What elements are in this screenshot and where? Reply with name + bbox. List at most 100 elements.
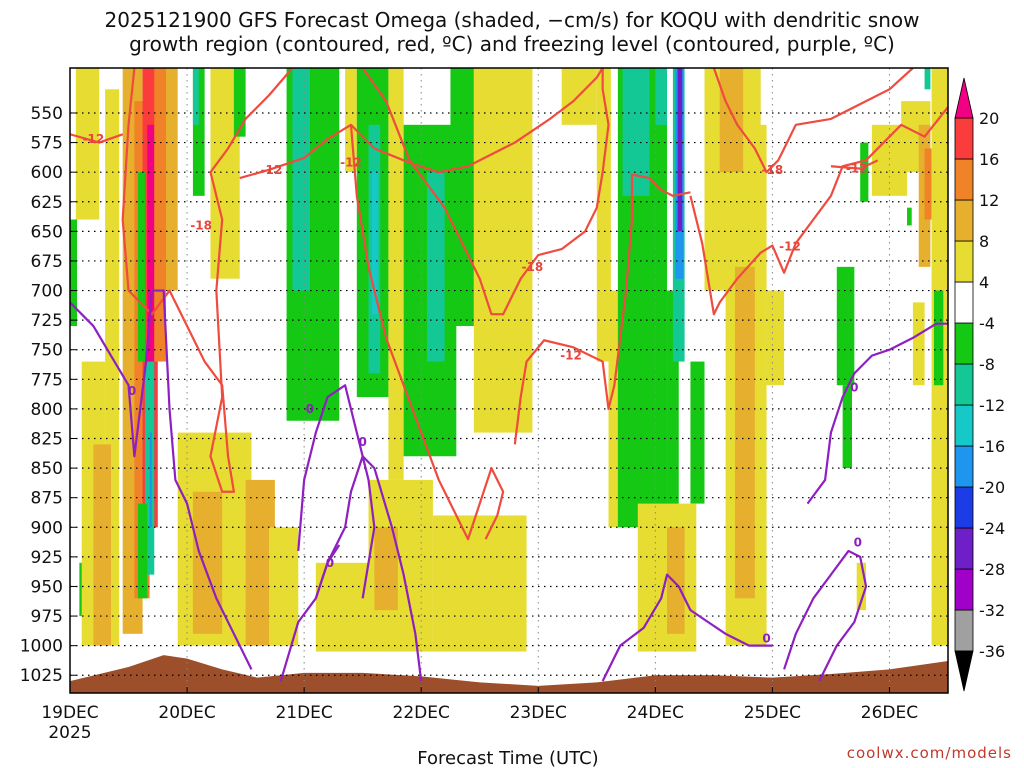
purple-contour-label-0: 0 [128,384,136,398]
purple-contour-0 [70,289,253,670]
omega-cell-44 [655,68,668,125]
omega-cell-10 [75,68,100,220]
purple-contour-4 [601,573,773,682]
omega-cell-19 [269,527,299,646]
omega-cell-57 [766,290,785,386]
terrain [70,655,948,693]
omega-cell-12 [70,219,78,327]
y-tick-label-550: 550 [31,104,63,124]
purple-contour-label-2: 0 [358,435,366,449]
red-contour-8 [830,159,879,170]
colorbar-arrow-high [954,77,974,119]
omega-cell-9 [137,503,148,599]
colorbar-label-2: -28 [979,560,1005,579]
omega-cell-68 [933,290,944,386]
omega-cell-48 [677,68,683,232]
colorbar-label-9: 4 [979,273,989,292]
omega-cell-70 [907,207,912,226]
colorbar-swatch-6 [954,363,974,406]
omega-cell-67 [912,302,925,386]
y-tick-label-950: 950 [31,577,63,597]
red-contour-label-8: -12 [846,162,868,176]
omega-cell-6 [137,172,145,362]
omega-cell-17 [192,491,223,634]
credit-text: coolwx.com/models [847,744,1012,762]
red-contour-3 [361,68,610,316]
colorbar-swatch-12 [954,117,974,160]
colorbar-label-13: 20 [979,109,999,128]
y-tick-label-925: 925 [31,548,63,568]
colorbar: -36 -32 -28 -24 -20 -16 -12 -8 -4 4 8 12 16 20 [954,77,1005,692]
omega-cell-15 [93,444,111,646]
omega-cell-33 [450,68,474,327]
colorbar-swatch-0 [954,609,974,652]
y-tick-label-650: 650 [31,222,63,242]
freezing-level-contours: 0 0 0 0 0 0 0 [70,289,948,682]
purple-contour-5 [783,549,868,682]
purple-contour-label-6: 0 [854,536,862,550]
y-tick-label-1000: 1000 [20,637,63,657]
omega-cell-8 [149,432,152,528]
omega-cell-36 [315,562,369,652]
omega-cell-49 [690,361,705,504]
omega-cell-59 [842,385,853,469]
omega-shading [70,68,948,652]
y-tick-label-825: 825 [31,430,63,450]
colorbar-arrow-low [954,650,974,692]
y-tick-label-675: 675 [31,252,63,272]
omega-cell-25 [292,68,310,291]
omega-cell-4 [154,68,166,362]
red-contour-label-5: -12 [340,156,362,170]
x-tick-label-21DEC: 21DEC [275,703,332,723]
colorbar-label-8: -4 [979,314,995,333]
y-tick-label-775: 775 [31,370,63,390]
colorbar-label-7: -8 [979,355,995,374]
plot-area: -18 -12 -12 -18 -12 -12 -18 -12 -12 0 0 0 0 0 0 0 [70,68,948,693]
colorbar-swatch-2 [954,527,974,570]
omega-cell-23 [233,68,246,137]
colorbar-label-10: 8 [979,232,989,251]
colorbar-label-1: -32 [979,601,1005,620]
red-contour-1 [70,133,124,144]
y-tick-label-700: 700 [31,282,63,302]
omega-cell-55 [734,266,755,599]
omega-cell-35 [432,515,527,652]
omega-cell-29 [372,172,378,315]
colorbar-swatch-11 [954,158,974,201]
colorbar-label-4: -20 [979,478,1005,497]
x-tick-label-25DEC: 25DEC [744,703,801,723]
purple-contour-label-5: 0 [850,381,858,395]
y-tick-label-1025: 1025 [20,666,63,686]
y-tick-label-875: 875 [31,489,63,509]
purple-contour-label-1: 0 [306,402,314,416]
red-contour-label-2: -12 [261,163,283,177]
y-tick-label-900: 900 [31,518,63,538]
purple-contour-2 [297,384,376,599]
omega-cell-5 [165,68,178,291]
colorbar-swatch-3 [954,486,974,529]
y-tick-label-750: 750 [31,341,63,361]
omega-cell-26 [345,68,357,173]
colorbar-label-6: -12 [979,396,1005,415]
red-contour-label-3: -18 [522,260,544,274]
red-contour-2 [239,68,604,180]
purple-contour-1 [279,455,423,682]
colorbar-label-11: 12 [979,191,999,210]
x-tick-sublabel-19DEC: 2025 [48,723,91,743]
purple-contour-label-4: 0 [762,632,770,646]
omega-cell-22 [192,68,199,125]
grid [70,68,948,693]
colorbar-swatch-8 [954,281,974,324]
omega-cell-45 [667,290,679,599]
colorbar-swatch-5 [954,404,974,447]
x-axis-label: Forecast Time (UTC) [417,748,598,768]
y-tick-label-850: 850 [31,459,63,479]
omega-cell-30 [388,68,404,480]
omega-cell-69 [924,68,931,90]
red-contour-label-1: -12 [83,132,105,146]
terrain-fill [70,655,948,693]
chart-title-line1: 2025121900 GFS Forecast Omega (shaded, −… [105,8,920,32]
omega-cell-53 [719,68,744,173]
colorbar-swatch-10 [954,199,974,242]
